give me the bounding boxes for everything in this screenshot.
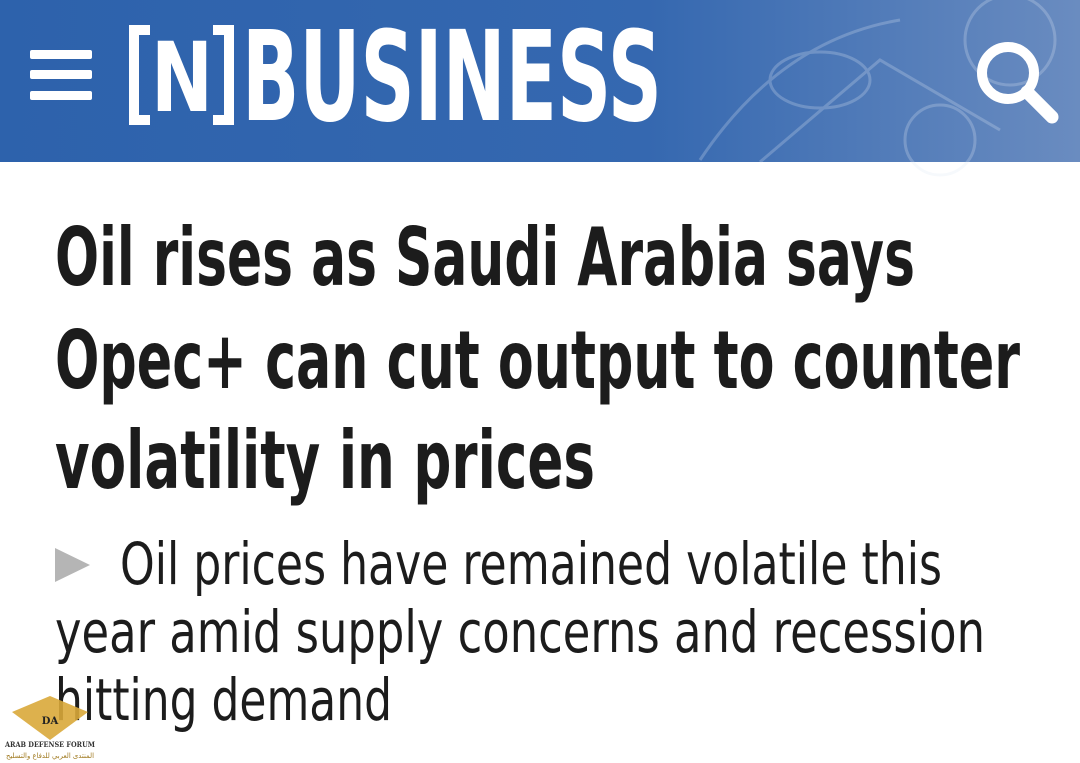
watermark-badge: DA: [42, 716, 59, 727]
headline-line: Oil rises as Saudi Arabia says: [55, 211, 915, 304]
bullet-arrow: [55, 548, 90, 582]
logo[interactable]: N: [129, 22, 234, 134]
summary-line: hitting demand: [55, 666, 392, 734]
section-title: BUSINESS: [242, 5, 662, 150]
header-background: [0, 0, 1080, 162]
logo-letter: N: [151, 22, 213, 134]
menu-button[interactable]: [30, 50, 92, 100]
watermark-arabic: المنتدى العربي للدفاع والتسليح: [6, 752, 94, 760]
watermark-emblem: [12, 696, 88, 740]
search-button[interactable]: [977, 42, 1059, 124]
summary-line: year amid supply concerns and recession: [55, 598, 985, 666]
summary-line: Oil prices have remained volatile this: [120, 530, 942, 598]
headline-line: volatility in prices: [55, 414, 595, 507]
watermark-name: ARAB DEFENSE FORUM: [4, 740, 95, 749]
watermark: DA ARAB DEFENSE FORUM المنتدى العربي للد…: [4, 696, 95, 760]
app-header: N BUSINESS: [0, 0, 1080, 177]
headline-line: Opec+ can cut output to counter: [55, 314, 1020, 407]
header-pattern: [698, 0, 1057, 177]
